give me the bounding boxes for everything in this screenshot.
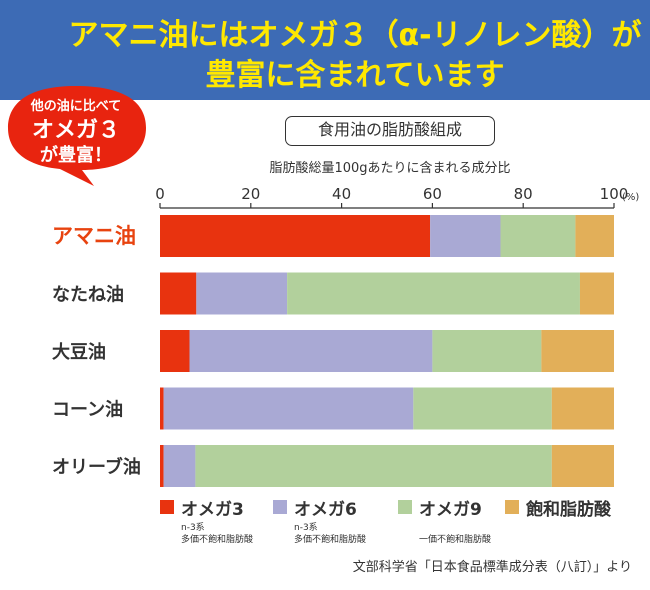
bar-segment	[413, 387, 552, 430]
bar-segment	[541, 330, 614, 372]
bar-segment	[160, 215, 431, 257]
bar-segment	[160, 387, 164, 430]
speech-bubble-badge: 他の油に比べて オメガ３ が豊富！	[6, 84, 152, 188]
bar-segment	[189, 330, 433, 372]
category-label: なたね油	[52, 284, 124, 306]
legend-note: n-3系	[181, 523, 205, 533]
bar-segment	[500, 215, 576, 257]
legend-swatch	[398, 500, 412, 514]
bar-segment	[160, 330, 190, 372]
source-citation: 文部科学省「日本食品標準成分表（八訂）」より	[352, 560, 632, 575]
speech-bubble-shape	[8, 86, 146, 186]
bar-segment	[575, 215, 614, 257]
bar-segment	[432, 330, 542, 372]
bar-segment	[430, 215, 501, 257]
bar-segment	[163, 445, 196, 487]
legend-note: n-3系	[294, 523, 318, 533]
x-tick-label: 40	[332, 185, 351, 203]
bar-segment	[551, 387, 614, 430]
bar-segment	[160, 272, 197, 315]
x-tick-label: 20	[241, 185, 260, 203]
bar-segment	[195, 445, 552, 487]
bar-segment	[579, 272, 614, 315]
x-tick-label: 0	[155, 185, 165, 203]
badge-text-line-1: 他の油に比べて	[30, 99, 122, 114]
legend-label: オメガ3	[181, 500, 244, 520]
axis-unit-label: (%)	[622, 192, 640, 203]
category-label: アマニ油	[52, 224, 136, 248]
bar-segment	[163, 387, 414, 430]
chart-legend: オメガ3 n-3系多価不飽和脂肪酸 オメガ6 n-3系多価不飽和脂肪酸 オメガ9 一価不飽…	[160, 495, 630, 545]
category-label: コーン油	[52, 399, 123, 421]
legend-label: オメガ6	[294, 500, 357, 520]
bar-segment	[160, 445, 164, 487]
x-tick-label: 100	[600, 185, 629, 203]
x-tick-label: 60	[423, 185, 442, 203]
chart-subtitle: 脂肪酸総量100gあたりに含まれる成分比	[269, 161, 511, 176]
legend-note: 一価不飽和脂肪酸	[419, 535, 492, 545]
legend-label: 飽和脂肪酸	[526, 500, 611, 520]
chart-title: 食用油の脂肪酸組成	[285, 116, 495, 146]
headline-line-2: 豊富に含まれています	[205, 58, 505, 93]
category-label: 大豆油	[52, 341, 106, 363]
legend-note: 多価不飽和脂肪酸	[294, 535, 367, 545]
header-banner: アマニ油にはオメガ３（α-リノレン酸）が 豊富に含まれています	[0, 0, 650, 100]
legend-note: 多価不飽和脂肪酸	[181, 535, 254, 545]
bar-segment	[287, 272, 580, 315]
legend-swatch	[505, 500, 519, 514]
badge-text-line-3: が豊富！	[40, 145, 112, 166]
bar-segment	[551, 445, 614, 487]
x-tick-label: 80	[514, 185, 533, 203]
legend-swatch	[160, 500, 174, 514]
headline-line-1: アマニ油にはオメガ３（α-リノレン酸）が	[68, 18, 642, 53]
legend-label: オメガ9	[419, 500, 482, 520]
badge-text-line-2: オメガ３	[31, 118, 120, 143]
bar-segment	[196, 272, 288, 315]
legend-swatch	[273, 500, 287, 514]
category-label: オリーブ油	[52, 456, 141, 478]
